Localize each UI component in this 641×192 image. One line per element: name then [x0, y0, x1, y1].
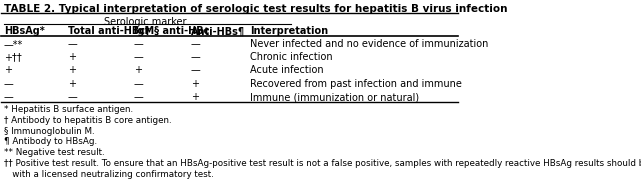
- Text: —: —: [67, 39, 78, 49]
- Text: Recovered from past infection and immune: Recovered from past infection and immune: [250, 79, 462, 89]
- Text: Total anti-HBc†: Total anti-HBc†: [67, 26, 149, 36]
- Text: +: +: [67, 65, 76, 75]
- Text: —: —: [4, 79, 13, 89]
- Text: +: +: [191, 79, 199, 89]
- Text: +††: +††: [4, 52, 21, 62]
- Text: Chronic infection: Chronic infection: [250, 52, 333, 62]
- Text: ¶ Antibody to HBsAg.: ¶ Antibody to HBsAg.: [4, 137, 97, 146]
- Text: —: —: [134, 52, 144, 62]
- Text: —: —: [134, 39, 144, 49]
- Text: +: +: [67, 52, 76, 62]
- Text: HBsAg*: HBsAg*: [4, 26, 44, 36]
- Text: Serologic marker: Serologic marker: [104, 17, 187, 27]
- Text: —**: —**: [4, 39, 23, 49]
- Text: † Antibody to hepatitis B core antigen.: † Antibody to hepatitis B core antigen.: [4, 116, 171, 125]
- Text: +: +: [191, 92, 199, 102]
- Text: —: —: [67, 92, 78, 102]
- Text: +: +: [67, 79, 76, 89]
- Text: Acute infection: Acute infection: [250, 65, 324, 75]
- Text: —: —: [191, 65, 201, 75]
- Text: †† Positive test result. To ensure that an HBsAg-positive test result is not a f: †† Positive test result. To ensure that …: [4, 159, 641, 168]
- Text: TABLE 2. Typical interpretation of serologic test results for hepatitis B virus : TABLE 2. Typical interpretation of serol…: [4, 4, 507, 14]
- Text: § Immunoglobulin M.: § Immunoglobulin M.: [4, 127, 94, 136]
- Text: Interpretation: Interpretation: [250, 26, 328, 36]
- Text: * Hepatitis B surface antigen.: * Hepatitis B surface antigen.: [4, 105, 133, 114]
- Text: +: +: [134, 65, 142, 75]
- Text: Never infected and no evidence of immunization: Never infected and no evidence of immuni…: [250, 39, 488, 49]
- Text: with a licensed neutralizing confirmatory test.: with a licensed neutralizing confirmator…: [4, 170, 213, 179]
- Text: ** Negative test result.: ** Negative test result.: [4, 148, 104, 157]
- Text: —: —: [191, 52, 201, 62]
- Text: —: —: [134, 79, 144, 89]
- Text: Anti-HBs¶: Anti-HBs¶: [191, 26, 245, 36]
- Text: —: —: [191, 39, 201, 49]
- Text: —: —: [4, 92, 13, 102]
- Text: Immune (immunization or natural): Immune (immunization or natural): [250, 92, 419, 102]
- Text: +: +: [4, 65, 12, 75]
- Text: IgM§ anti-HBc: IgM§ anti-HBc: [134, 26, 209, 36]
- Text: —: —: [134, 92, 144, 102]
